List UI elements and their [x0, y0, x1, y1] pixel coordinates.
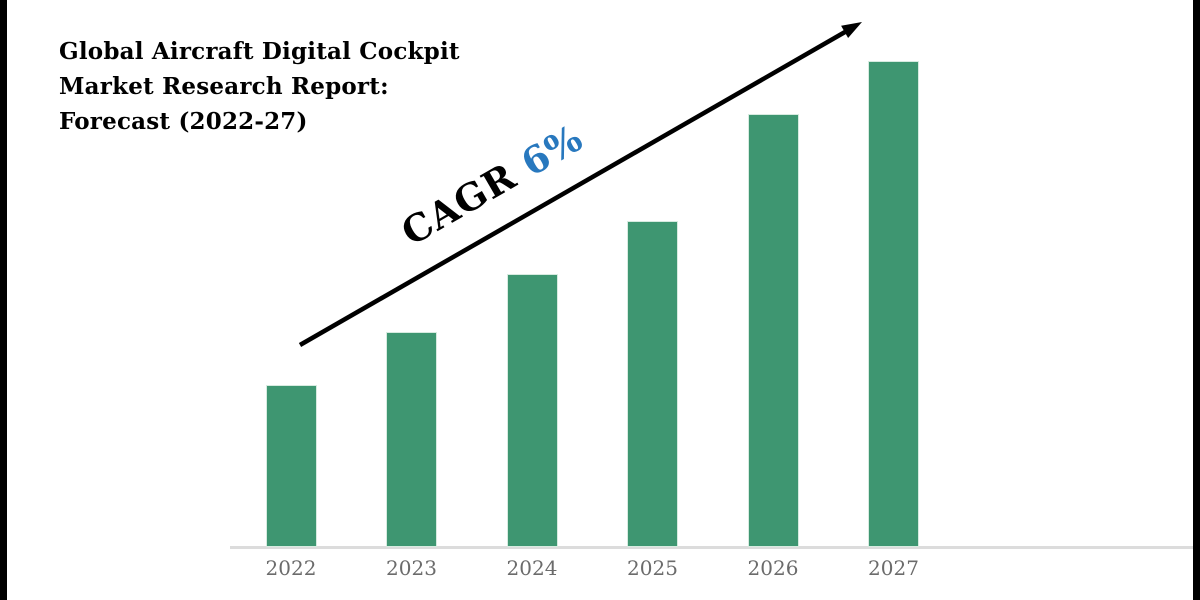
x-axis-label-2022: 2022 [265, 556, 317, 580]
bar-2026 [748, 115, 798, 546]
x-axis-label-2024: 2024 [506, 556, 558, 580]
right-edge-strip [1193, 0, 1200, 600]
chart-title-line-1: Global Aircraft Digital Cockpit [59, 38, 460, 65]
bar-2024 [507, 275, 557, 546]
chart-title-line-2: Market Research Report: [59, 73, 389, 100]
chart-title: Global Aircraft Digital Cockpit Market R… [59, 34, 460, 139]
x-axis-label-2023: 2023 [386, 556, 437, 580]
bar-2025 [628, 222, 677, 546]
x-axis-label-2027: 2027 [868, 556, 919, 580]
left-edge-strip [0, 0, 7, 600]
bar-2023 [387, 333, 436, 546]
chart-title-line-3: Forecast (2022-27) [59, 108, 308, 135]
x-axis-label-2026: 2026 [747, 556, 799, 580]
x-axis-line [230, 546, 1193, 549]
bar-2022 [266, 386, 316, 546]
cagr-annotation-value: 6% [513, 115, 591, 185]
x-axis-label-2025: 2025 [627, 556, 678, 580]
bar-2027 [869, 62, 918, 546]
cagr-annotation-prefix: CAGR [393, 153, 524, 255]
